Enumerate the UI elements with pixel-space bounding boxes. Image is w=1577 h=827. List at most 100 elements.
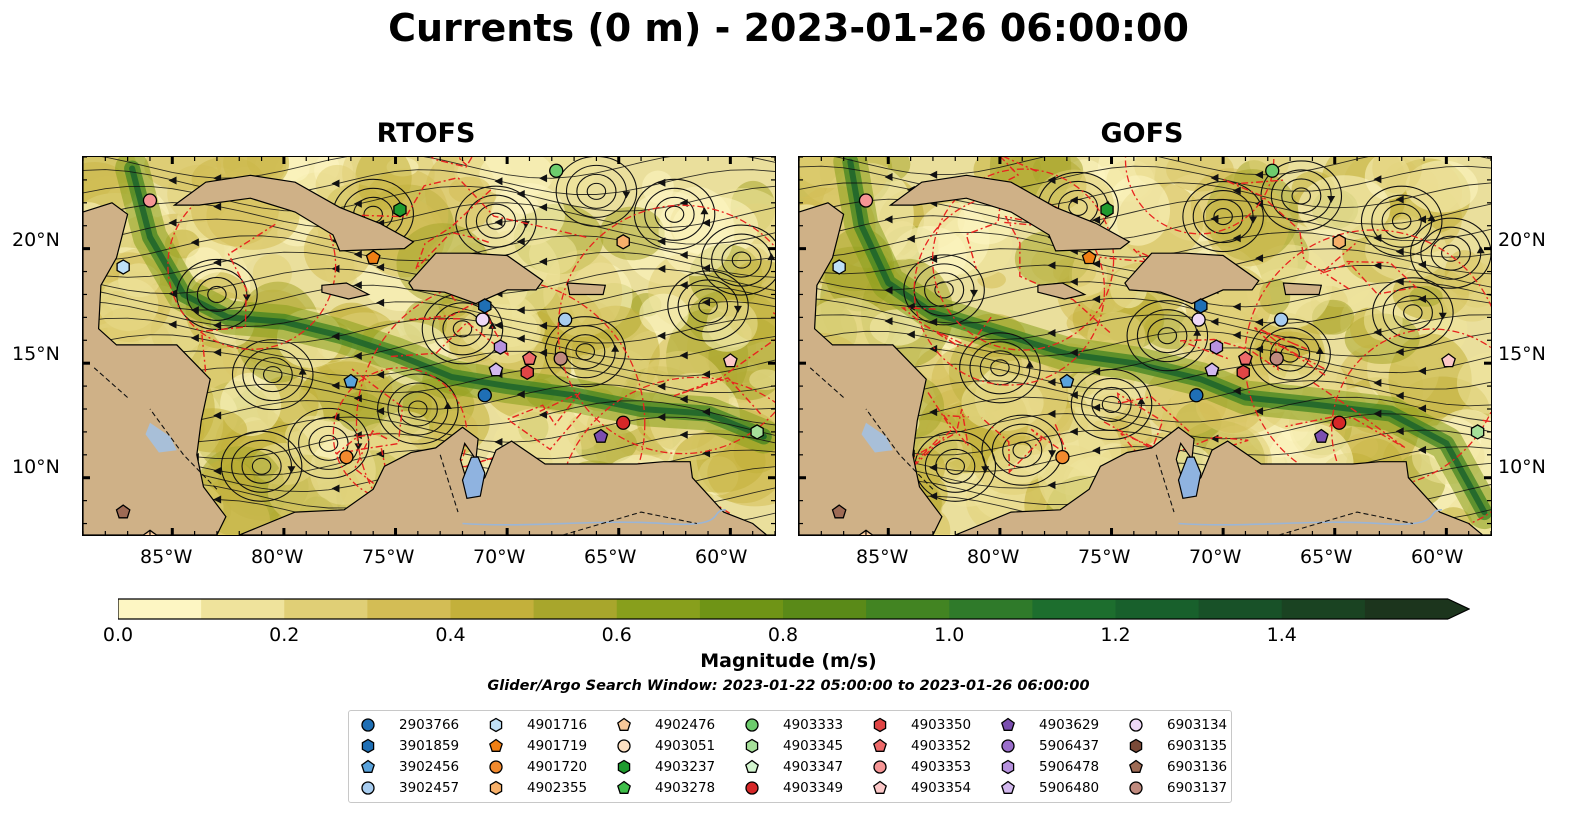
land-puerto-rico <box>1282 282 1323 296</box>
circle-marker-icon <box>1129 781 1143 795</box>
land-hispaniola <box>408 252 544 305</box>
float-marker-6903134 <box>475 312 490 327</box>
float-marker-6903137 <box>1269 351 1284 366</box>
lon-label-75w-gofs: 75°W <box>1078 546 1131 568</box>
float-marker-4901716 <box>832 259 846 275</box>
float-marker-4902355 <box>1332 234 1346 250</box>
pentagon-marker-icon <box>617 717 631 731</box>
land-central-america <box>799 157 943 535</box>
legend-marker <box>745 781 759 795</box>
legend-label: 4903347 <box>783 759 844 775</box>
colorbar-segment <box>201 599 285 619</box>
lat-label-15n-left: 15°N <box>12 343 60 365</box>
lake-nicaragua <box>861 422 893 453</box>
float-marker-4903354 <box>722 353 738 368</box>
colorbar-tick-label: 0.4 <box>435 624 466 646</box>
colorbar-segment <box>699 599 784 619</box>
colorbar-segment <box>284 599 368 619</box>
hexagon-marker-icon <box>617 759 631 775</box>
legend-label: 4903352 <box>911 738 972 754</box>
lat-label-20n-right: 20°N <box>1498 229 1546 251</box>
land-central-america <box>83 157 227 535</box>
float-marker-4901716 <box>116 259 130 275</box>
legend-label: 4903333 <box>783 717 844 733</box>
float-marker-4903345 <box>1470 424 1485 440</box>
legend-marker <box>617 717 631 731</box>
pentagon-marker-icon <box>873 780 887 794</box>
lon-label-65w-gofs: 65°W <box>1300 546 1353 568</box>
legend-marker <box>489 780 503 796</box>
float-marker-3902456 <box>1059 373 1075 388</box>
legend-marker <box>1129 738 1143 754</box>
float-marker-6903136 <box>115 504 131 519</box>
legend-label: 3902456 <box>399 759 460 775</box>
legend-marker <box>1129 718 1143 732</box>
float-marker-3901859 <box>478 298 492 314</box>
float-marker-4901719 <box>1081 250 1097 265</box>
colorbar-tick-label: 0.8 <box>767 624 799 646</box>
float-marker-3902456 <box>343 373 359 388</box>
pentagon-marker-icon <box>1001 717 1015 731</box>
colorbar-segment <box>450 599 535 619</box>
float-marker-4903349 <box>1332 415 1347 430</box>
map-panel-rtofs <box>82 156 776 536</box>
legend-label: 3902457 <box>399 780 460 796</box>
float-marker-4903237 <box>393 201 407 218</box>
hexagon-marker-icon <box>1129 738 1143 754</box>
lon-label-85w-gofs: 85°W <box>856 546 909 568</box>
float-marker-4903353 <box>142 193 158 208</box>
float-marker-4903352 <box>522 350 537 365</box>
legend-label: 4903350 <box>911 717 972 733</box>
legend-marker <box>361 738 375 754</box>
current-map <box>799 157 1491 535</box>
lat-label-20n-left: 20°N <box>12 229 60 251</box>
float-marker-4901720 <box>1055 449 1070 465</box>
land-jamaica <box>1037 282 1087 300</box>
colorbar-segment <box>1198 599 1283 619</box>
legend-label: 4902355 <box>527 780 588 796</box>
circle-marker-icon <box>745 718 759 732</box>
legend-label: 4903345 <box>783 738 844 754</box>
lon-label-70w-rtofs: 70°W <box>473 546 526 568</box>
colorbar-tick-label: 0.0 <box>102 624 134 646</box>
colorbar-segment <box>1281 599 1366 619</box>
legend-label: 5906478 <box>1039 759 1100 775</box>
legend-marker <box>873 738 887 752</box>
colorbar-segment <box>1364 599 1449 619</box>
legend-label: 6903136 <box>1167 759 1228 775</box>
legend-marker <box>361 759 375 773</box>
lon-label-60w-gofs: 60°W <box>1411 546 1464 568</box>
circle-marker-icon <box>361 781 375 795</box>
pentagon-marker-icon <box>617 780 631 794</box>
float-marker-5906480 <box>1204 362 1220 377</box>
legend-label: 6903134 <box>1167 717 1228 733</box>
lon-label-80w-rtofs: 80°W <box>251 546 304 568</box>
legend-label: 4903629 <box>1039 717 1100 733</box>
land-hispaniola <box>1124 252 1260 305</box>
current-map <box>83 157 775 535</box>
float-marker-3902457 <box>558 312 573 327</box>
colorbar-tick-label: 0.2 <box>269 624 300 646</box>
lat-label-10n-left: 10°N <box>12 456 60 478</box>
colorbar-tick-label: 0.6 <box>601 624 632 646</box>
legend-marker <box>745 718 759 732</box>
circle-marker-icon <box>489 760 503 774</box>
legend-marker <box>361 718 375 732</box>
legend-label: 4903354 <box>911 780 972 796</box>
legend-marker <box>1001 780 1015 794</box>
float-marker-4903237 <box>1100 201 1114 218</box>
land-cuba <box>888 174 1131 252</box>
legend-marker <box>745 759 759 773</box>
legend: 2903766 3901859 3902456 3902457 4901716 49017… <box>348 710 1232 803</box>
lat-label-15n-right: 15°N <box>1498 343 1546 365</box>
legend-label: 2903766 <box>399 717 460 733</box>
float-marker-4903350 <box>520 364 534 381</box>
legend-label: 4903349 <box>783 780 844 796</box>
circle-marker-icon <box>745 781 759 795</box>
map-panel-gofs <box>798 156 1492 536</box>
circle-marker-icon <box>1001 739 1015 753</box>
colorbar-tick-label: 1.4 <box>1266 624 1297 646</box>
legend-label: 4903051 <box>655 738 716 754</box>
legend-marker <box>745 738 759 754</box>
pentagon-marker-icon <box>361 759 375 773</box>
